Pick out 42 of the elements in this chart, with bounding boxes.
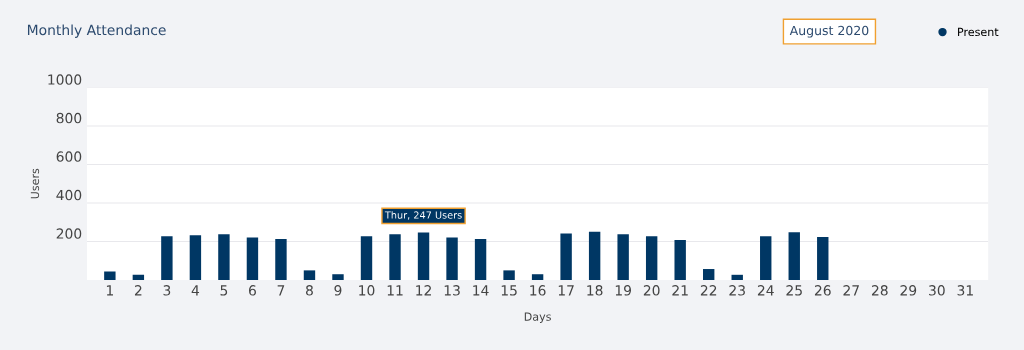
x-axis-title: Days: [524, 312, 551, 323]
legend-label: Present: [958, 27, 999, 37]
x-tick-label: 2: [134, 285, 142, 296]
x-tick-label: 16: [530, 285, 546, 296]
chart-title: Monthly Attendance: [27, 24, 166, 38]
annotation: Thur, 247 Users: [384, 211, 462, 220]
x-tick-label: 30: [929, 285, 945, 296]
x-tick-label: 8: [305, 285, 313, 296]
x-tick-label: 1: [106, 285, 113, 296]
x-tick-label: 12: [416, 285, 431, 296]
y-tick-label: 800: [56, 112, 82, 124]
x-tick-label: 6: [248, 285, 256, 296]
x-tick-label: 3: [163, 285, 171, 296]
x-tick-label: 17: [558, 285, 574, 296]
x-tick-label: 10: [359, 285, 375, 296]
x-tick-label: 22: [700, 285, 717, 296]
y-tick-label: 200: [56, 228, 82, 239]
x-tick-label: 9: [334, 285, 342, 296]
y-tick-label: 600: [56, 151, 82, 162]
x-tick-label: 13: [444, 285, 460, 296]
x-tick-label: 15: [501, 285, 517, 296]
x-tick-label: 18: [587, 285, 603, 296]
x-tick-label: 31: [957, 285, 973, 296]
y-tick-label: 400: [56, 189, 82, 201]
chart-subtitle: August 2020: [789, 25, 869, 38]
x-tick-label: 14: [473, 285, 489, 296]
x-tick-label: 5: [220, 285, 228, 296]
x-tick-label: 26: [814, 285, 831, 296]
x-tick-label: 4: [191, 285, 200, 296]
x-tick-label: 20: [643, 285, 660, 296]
x-tick-label: 25: [786, 285, 802, 296]
x-tick-label: 27: [843, 285, 859, 296]
x-tick-label: 7: [277, 285, 285, 296]
x-tick-label: 29: [900, 285, 917, 296]
y-axis-title: Users: [30, 168, 40, 199]
x-tick-label: 24: [757, 285, 774, 296]
x-tick-label: 21: [672, 285, 688, 296]
x-tick-label: 11: [387, 285, 403, 296]
x-tick-label: 19: [615, 285, 632, 296]
y-tick-label: 1000: [48, 74, 82, 85]
x-tick-label: 23: [729, 285, 745, 296]
x-tick-label: 28: [871, 285, 888, 296]
